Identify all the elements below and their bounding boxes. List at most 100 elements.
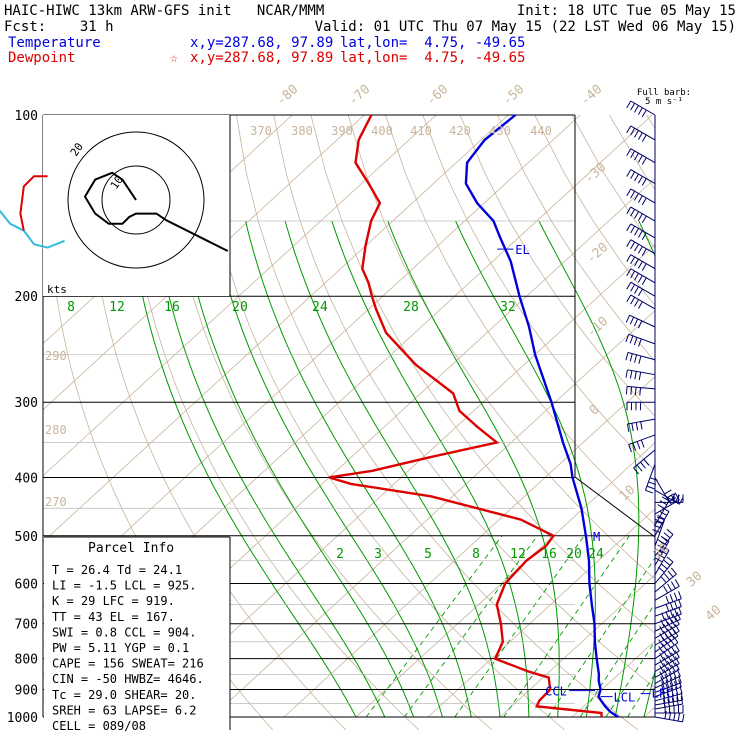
- wind-barb-feather: [657, 544, 665, 550]
- wind-barb: [654, 611, 681, 632]
- wind-barb-shaft: [654, 656, 680, 672]
- wind-barb-feather: [670, 658, 676, 667]
- wind-barb: [654, 617, 680, 639]
- wind-barb-feather: [641, 197, 647, 206]
- wind-barb: [654, 567, 677, 593]
- wind-barb-feather: [670, 626, 676, 634]
- moist-adiabat: [284, 220, 501, 718]
- dewpoint-line: [328, 114, 603, 717]
- parcel-info-title: Parcel Info: [88, 541, 174, 556]
- wind-barb-feather: [657, 504, 665, 510]
- wind-barb-feather: [673, 712, 676, 721]
- mixing-ratio-mid-label: 12: [510, 547, 526, 562]
- theta-e-label: 380: [291, 124, 313, 138]
- wind-barb-feather: [634, 299, 639, 307]
- wind-barb-feather: [634, 211, 639, 219]
- wind-barb-feather: [638, 355, 642, 364]
- parcel-info-row: SREH = 63 LAPSE= 6.2: [52, 703, 197, 717]
- wind-barb-feather: [637, 230, 643, 238]
- isotherm-label: 10: [617, 483, 639, 505]
- mixing-ratio-line: [547, 535, 655, 718]
- wind-barb: [654, 579, 680, 601]
- wind-barb: [654, 528, 674, 557]
- wind-barb-feather: [641, 157, 647, 165]
- wind-barb-feather: [652, 529, 661, 533]
- mixing-ratio-mid-label: 5: [424, 547, 432, 562]
- wind-barb-feather: [637, 301, 643, 309]
- wind-barb-shaft: [654, 693, 683, 702]
- wind-barb-feather: [626, 254, 632, 262]
- wind-barb-feather: [630, 127, 636, 136]
- wind-barb-shaft: [654, 635, 679, 653]
- moist-adiabat: [387, 220, 560, 718]
- wind-barb-feather: [625, 369, 628, 378]
- isotherm-label: -30: [582, 160, 609, 187]
- wind-barb-feather: [655, 518, 663, 524]
- wind-barb-feather: [637, 176, 643, 184]
- wind-barb: [625, 369, 656, 381]
- dry-adiabat: [310, 115, 655, 731]
- plot-right-edge: [574, 115, 656, 538]
- theta-e-label: 430: [489, 124, 511, 138]
- wind-barb-feather: [641, 263, 647, 271]
- dry-adiabat: [385, 115, 655, 731]
- wind-barb: [654, 675, 682, 693]
- wind-barb-feather: [632, 442, 637, 451]
- mixing-ratio-line: [454, 535, 585, 718]
- wind-barb-feather: [659, 549, 668, 555]
- wind-barb-shaft: [654, 703, 683, 710]
- wind-barb-feather: [665, 640, 672, 649]
- wind-barb-feather: [630, 270, 636, 279]
- mixing-ratio-top-label: 12: [109, 300, 125, 315]
- mixing-ratio-mid-label: 8: [472, 547, 480, 562]
- header-init: Init: 18 UTC Tue 05 May 15: [517, 3, 736, 19]
- wind-barb-feather: [659, 659, 665, 667]
- wind-barb-feather: [634, 105, 639, 113]
- wind-barb-feather: [671, 693, 675, 702]
- dry-adiabat: [161, 115, 492, 731]
- wind-barb: [654, 685, 683, 702]
- parcel-info-row: T = 26.4 Td = 24.1: [52, 563, 182, 577]
- wind-barb-feather: [674, 650, 680, 658]
- hodograph-unit-label: kts: [47, 283, 67, 296]
- wind-barb-feather: [630, 241, 636, 250]
- wind-barb-feather: [641, 109, 647, 118]
- mixing-ratio-top-label: 8: [67, 300, 75, 315]
- wind-barb-shaft: [628, 333, 656, 345]
- mixing-ratio-top-label: 20: [232, 300, 248, 315]
- isotherm-label: -60: [424, 82, 451, 109]
- legend-dewpoint: Dewpoint: [8, 50, 75, 66]
- wind-barb-feather: [665, 595, 670, 604]
- wind-barb-feather: [626, 206, 632, 215]
- theta-side-label: 270: [45, 495, 67, 509]
- wind-barb-feather: [668, 672, 673, 681]
- mixing-ratio-top-label: 16: [164, 300, 180, 315]
- mixing-ratio-mid-label: 3: [374, 547, 382, 562]
- wind-barb-shaft: [654, 598, 682, 609]
- wind-barb-feather: [626, 294, 632, 303]
- mixing-ratio-mid-label: 16: [541, 547, 557, 562]
- wind-barb-feather: [661, 681, 665, 690]
- wind-barb-feather: [626, 148, 632, 156]
- wind-barb-feather: [640, 421, 643, 430]
- wind-barb-shaft: [630, 254, 656, 270]
- wind-barb-feather: [625, 314, 631, 323]
- wind-barb-feather: [659, 626, 665, 634]
- wind-barb-feather: [626, 100, 632, 109]
- mixing-ratio-top-label: 24: [312, 300, 328, 315]
- wind-barb-feather: [649, 477, 658, 481]
- dry-adiabat: [497, 115, 655, 731]
- wind-barb-feather: [657, 539, 665, 546]
- wind-barb-shaft: [654, 519, 666, 547]
- wind-barb-feather: [628, 444, 632, 453]
- wind-barb-feather: [640, 439, 645, 448]
- theta-e-label: 410: [410, 124, 432, 138]
- wind-barb: [654, 650, 680, 672]
- wind-barb-shaft: [654, 511, 670, 537]
- isotherm-label: 40: [703, 603, 725, 625]
- wind-barb-feather: [669, 638, 675, 646]
- wind-barb-feather: [667, 583, 672, 592]
- mixing-ratio-mid-label: 2: [336, 547, 344, 562]
- isotherm-line: [43, 115, 365, 718]
